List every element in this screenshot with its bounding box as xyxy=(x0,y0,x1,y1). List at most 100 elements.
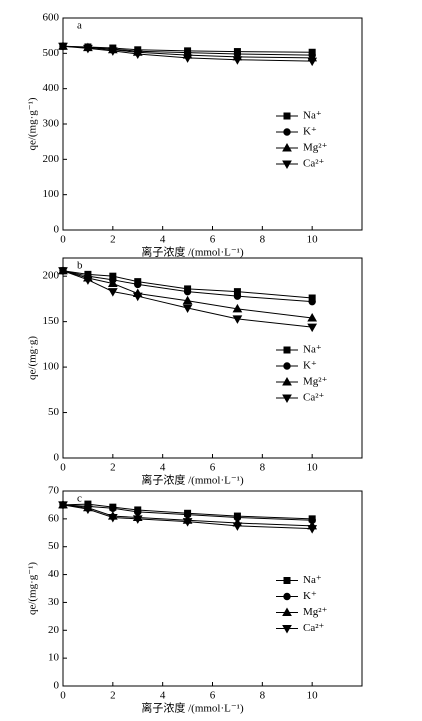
y-tick-label: 50 xyxy=(48,540,60,552)
plot-frame xyxy=(62,490,363,687)
marker xyxy=(232,522,243,531)
x-tick-label: 2 xyxy=(110,462,116,474)
x-tick-label: 0 xyxy=(60,234,66,246)
y-axis-label: qe/(mg·g⁻¹) xyxy=(27,97,39,150)
legend-label: K⁺ xyxy=(303,360,317,372)
x-tick-label: 8 xyxy=(260,690,266,702)
legend-label: Mg²⁺ xyxy=(303,142,328,154)
y-axis-label: qe/(mg·g) xyxy=(27,336,39,380)
marker xyxy=(233,292,242,300)
x-tick-label: 0 xyxy=(60,462,66,474)
marker xyxy=(83,44,93,54)
marker xyxy=(232,56,243,65)
y-tick-label: 20 xyxy=(48,624,60,636)
legend-label: K⁺ xyxy=(303,126,317,138)
marker xyxy=(283,346,291,354)
legend-label: Ca²⁺ xyxy=(303,158,325,170)
x-tick-label: 6 xyxy=(210,234,216,246)
marker xyxy=(83,276,93,285)
x-tick-label: 8 xyxy=(260,234,266,246)
y-tick-label: 200 xyxy=(43,270,60,282)
panel-label: c xyxy=(77,493,82,505)
y-tick-label: 150 xyxy=(43,315,60,327)
x-tick-label: 10 xyxy=(307,690,319,702)
x-tick-label: 8 xyxy=(260,462,266,474)
y-tick-label: 200 xyxy=(43,153,60,165)
x-tick-label: 6 xyxy=(210,462,216,474)
marker xyxy=(307,312,318,322)
legend-label: K⁺ xyxy=(303,590,317,602)
marker xyxy=(308,297,316,306)
marker xyxy=(283,362,291,370)
marker xyxy=(282,376,292,386)
marker xyxy=(182,295,193,305)
marker xyxy=(107,513,118,523)
plot-frame xyxy=(62,257,363,459)
y-tick-label: 70 xyxy=(48,485,60,497)
y-tick-label: 600 xyxy=(43,12,60,24)
x-tick-label: 4 xyxy=(160,234,166,246)
marker xyxy=(109,504,117,512)
marker xyxy=(132,515,143,524)
legend-label: Ca²⁺ xyxy=(303,622,325,634)
x-tick-label: 10 xyxy=(307,234,319,246)
x-axis-label: 离子浓度 /(mmol·L⁻¹) xyxy=(141,701,244,715)
x-tick-label: 4 xyxy=(160,690,166,702)
y-tick-label: 300 xyxy=(43,118,60,130)
y-tick-label: 40 xyxy=(48,568,60,580)
marker xyxy=(232,303,243,313)
marker xyxy=(134,280,142,289)
y-tick-label: 0 xyxy=(54,224,60,236)
marker xyxy=(282,625,292,634)
y-axis-label: qe/(mg·g⁻¹) xyxy=(27,562,39,615)
y-tick-label: 0 xyxy=(54,680,60,692)
marker xyxy=(307,323,318,333)
y-tick-label: 400 xyxy=(43,82,60,94)
marker xyxy=(282,160,292,170)
marker xyxy=(132,292,143,302)
marker xyxy=(282,607,292,616)
y-tick-label: 30 xyxy=(48,596,60,608)
panel-label: a xyxy=(77,20,82,32)
legend-label: Mg²⁺ xyxy=(303,376,328,388)
marker xyxy=(182,304,193,314)
y-tick-label: 50 xyxy=(48,406,60,418)
x-tick-label: 4 xyxy=(160,462,166,474)
x-axis-label: 离子浓度 /(mmol·L⁻¹) xyxy=(141,245,244,259)
marker xyxy=(307,57,318,67)
marker xyxy=(132,50,143,60)
y-tick-label: 10 xyxy=(48,652,60,664)
marker xyxy=(282,394,292,404)
marker xyxy=(183,287,192,296)
marker xyxy=(283,112,291,120)
marker xyxy=(107,278,118,287)
x-tick-label: 6 xyxy=(210,690,216,702)
marker xyxy=(182,518,193,527)
marker xyxy=(58,267,68,276)
y-tick-label: 0 xyxy=(54,452,60,464)
legend-label: Na⁺ xyxy=(303,110,322,122)
marker xyxy=(282,142,292,152)
marker xyxy=(283,128,291,136)
marker xyxy=(182,54,193,63)
x-axis-label: 离子浓度 /(mmol·L⁻¹) xyxy=(141,473,244,487)
marker xyxy=(58,501,68,510)
marker xyxy=(283,577,291,584)
marker xyxy=(58,42,68,52)
marker xyxy=(232,315,243,324)
y-tick-label: 60 xyxy=(48,512,60,524)
x-tick-label: 2 xyxy=(110,234,116,246)
marker xyxy=(83,505,93,515)
legend-label: Mg²⁺ xyxy=(303,606,328,618)
marker xyxy=(283,592,291,601)
x-tick-label: 0 xyxy=(60,690,66,702)
x-tick-label: 2 xyxy=(110,690,116,702)
marker xyxy=(307,525,318,534)
y-tick-label: 500 xyxy=(43,47,60,59)
x-tick-label: 10 xyxy=(307,462,319,474)
legend-label: Na⁺ xyxy=(303,574,322,586)
legend-label: Ca²⁺ xyxy=(303,392,325,404)
marker xyxy=(107,47,118,56)
panel-label: b xyxy=(77,260,83,272)
